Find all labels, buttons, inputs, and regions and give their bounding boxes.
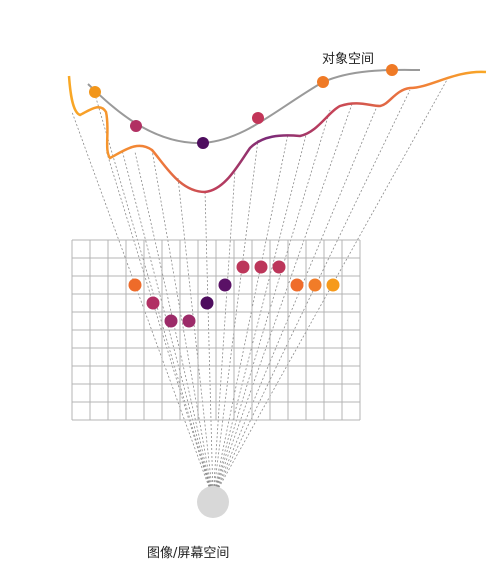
pixel-sample (146, 296, 160, 310)
sight-ray (212, 139, 259, 499)
object-point (89, 86, 101, 98)
object-surface-curve (67, 70, 487, 194)
pixel-sample (254, 260, 268, 274)
sight-ray (151, 149, 214, 499)
sight-ray (204, 189, 214, 499)
sight-ray (212, 103, 379, 499)
pixel-sample (182, 314, 196, 328)
sight-ray (71, 111, 214, 499)
pixel-sample (200, 296, 214, 310)
pixel-sample (128, 278, 142, 292)
object-point (197, 137, 209, 149)
pixel-sample (308, 278, 322, 292)
sight-ray (177, 177, 214, 499)
sight-ray (105, 149, 214, 499)
object-points (89, 64, 398, 149)
pixel-sample (236, 260, 250, 274)
sight-ray (212, 89, 411, 499)
pixel-sample (218, 278, 232, 292)
object-point (130, 120, 142, 132)
object-point (317, 76, 329, 88)
object-space-label: 对象空间 (322, 52, 375, 67)
sight-ray (212, 133, 289, 499)
sight-ray (212, 134, 307, 499)
object-point (386, 64, 398, 76)
pixel-samples (128, 260, 340, 328)
pixel-sample (272, 260, 286, 274)
object-point (252, 112, 264, 124)
pixel-sample (326, 278, 340, 292)
pixel-grid (71, 239, 361, 421)
pixel-sample (290, 278, 304, 292)
object-space-curve (87, 68, 421, 145)
sight-ray (212, 103, 353, 499)
screen-space-label: 图像/屏幕空间 (147, 546, 230, 561)
camera-eye (197, 486, 229, 518)
sight-ray (212, 109, 331, 499)
pixel-sample (164, 314, 178, 328)
sight-ray (212, 169, 236, 499)
